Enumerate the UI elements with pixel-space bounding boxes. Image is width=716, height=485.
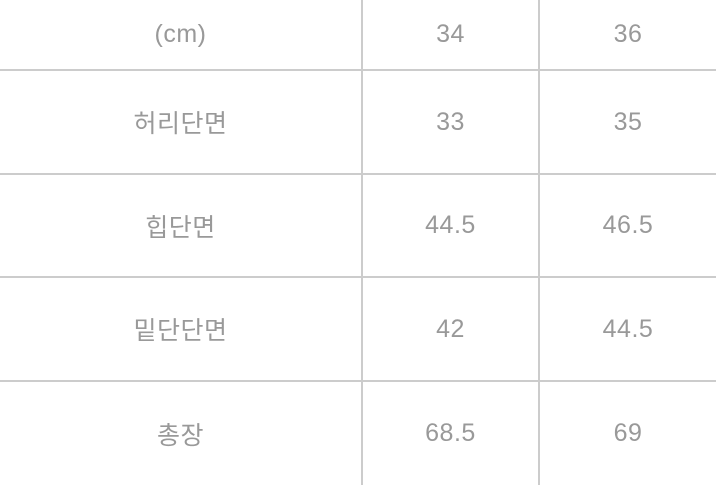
table-row-hem: 밑단단면 42 44.5 [0, 277, 716, 382]
row-label-cell: 밑단단면 [0, 277, 362, 382]
row-label-cell: 총장 [156, 421, 204, 450]
value-cell: 44.5 [361, 174, 539, 278]
table-row-waist: 허리단면 33 35 [0, 70, 716, 175]
value-cell: 46.5 [538, 174, 716, 278]
table-row-hip: 힙단면 44.5 46.5 [0, 174, 716, 278]
value-cell: 68.5 [361, 381, 539, 485]
size-column-header: 36 [538, 0, 716, 71]
value-cell: 42 [361, 277, 539, 382]
size-column-header: 34 [361, 0, 539, 71]
unit-header-cell: (cm) [0, 0, 362, 71]
value-cell: 35 [538, 70, 716, 175]
size-chart-header-row: (cm) 34 36 [0, 0, 716, 71]
row-label-cell: 힙단면 [0, 174, 362, 278]
value-cell: 44.5 [538, 277, 716, 382]
table-row-total-length: 총장 68.5 69 [0, 381, 716, 485]
value-cell: 33 [361, 70, 539, 175]
row-label-cell: 허리단면 [0, 70, 362, 175]
value-cell: 69 [538, 381, 716, 485]
